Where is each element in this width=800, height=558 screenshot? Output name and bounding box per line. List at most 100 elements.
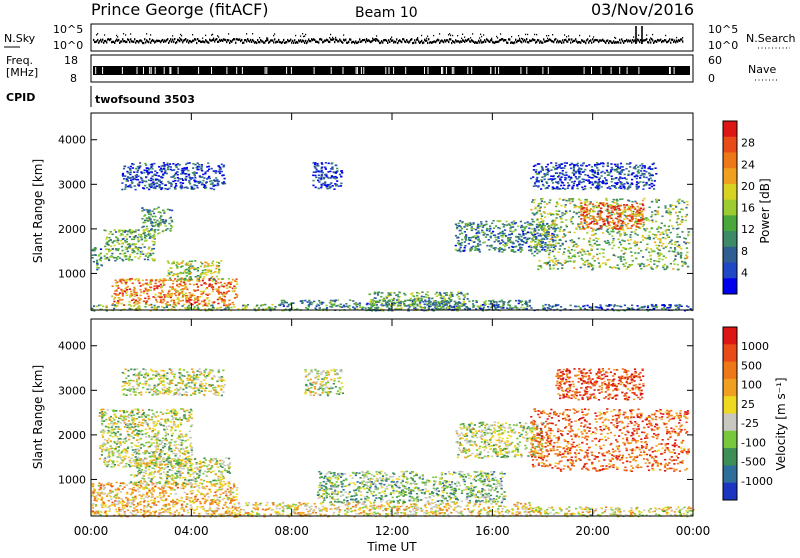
power-cell [176, 166, 178, 168]
power-cell [321, 168, 323, 170]
power-cell [164, 164, 166, 166]
nsky-point [243, 42, 244, 44]
power-cell [261, 304, 263, 306]
power-cell [596, 223, 598, 225]
power-cell [680, 252, 682, 254]
power-cell [232, 291, 234, 293]
power-cell [198, 164, 200, 166]
power-cell [522, 231, 524, 233]
power-cell [582, 226, 584, 228]
power-cell [641, 163, 643, 165]
power-cell [180, 278, 182, 280]
power-cell [662, 243, 664, 245]
power-cell [208, 300, 210, 302]
power-cell [674, 259, 676, 261]
power-cell [553, 247, 555, 249]
power-cell [541, 249, 543, 251]
power-cell [215, 268, 217, 270]
power-cell [188, 297, 190, 299]
power-cell [504, 249, 506, 251]
power-cell [651, 304, 653, 306]
power-cell [560, 306, 562, 308]
power-cell [655, 173, 657, 175]
power-cell [206, 262, 208, 264]
power-cell [161, 183, 163, 185]
power-cell [543, 230, 545, 232]
power-cell [615, 228, 617, 230]
power-cell [540, 198, 542, 200]
power-cell [674, 247, 676, 249]
power-cell [370, 307, 372, 309]
power-cell [602, 252, 604, 254]
power-cell [544, 207, 546, 209]
power-cell [534, 199, 536, 201]
power-cell [588, 240, 590, 242]
power-cell [339, 306, 341, 308]
nsky-point [615, 38, 616, 39]
power-cell [130, 291, 132, 293]
power-cell [475, 237, 477, 239]
freq-gap [151, 67, 152, 74]
power-cell [180, 185, 182, 187]
power-cell [459, 233, 461, 235]
power-cell [554, 240, 556, 242]
power-cell [117, 256, 119, 258]
power-cell [422, 301, 424, 303]
power-cell [155, 280, 157, 282]
power-cell [200, 275, 202, 277]
nsky-point [144, 38, 145, 40]
power-cell [220, 168, 222, 170]
power-cell [537, 269, 539, 271]
power-cell [557, 260, 559, 262]
power-cell [596, 221, 598, 223]
power-cell [544, 225, 546, 227]
power-cell [117, 303, 119, 305]
power-cell [153, 289, 155, 291]
power-cell [586, 232, 588, 234]
power-cell [483, 234, 485, 236]
power-cell [247, 304, 249, 306]
power-cell [617, 221, 619, 223]
power-cell [518, 303, 520, 305]
power-cell [571, 239, 573, 241]
power-cell [170, 186, 172, 188]
power-cell [451, 306, 453, 308]
power-cell [193, 284, 195, 286]
power-cell [528, 250, 530, 252]
power-cell [374, 307, 376, 309]
power-cell [579, 200, 581, 202]
power-cell [178, 303, 180, 305]
power-cell [481, 231, 483, 233]
power-cell [515, 229, 517, 231]
power-cell [219, 307, 221, 309]
power-cell [520, 302, 522, 304]
power-cell [531, 241, 533, 243]
power-cell [457, 291, 459, 293]
power-cell [201, 170, 203, 172]
power-cell [316, 305, 318, 307]
power-cell [321, 162, 323, 164]
power-cell [151, 210, 153, 212]
power-cell [666, 234, 668, 236]
power-cell [659, 241, 661, 243]
power-cell [485, 300, 487, 302]
power-cell [553, 234, 555, 236]
power-cell [630, 251, 632, 253]
power-cell [541, 241, 543, 243]
power-cell [167, 301, 169, 303]
power-cell [589, 211, 591, 213]
power-cell [398, 300, 400, 302]
power-cell [551, 236, 553, 238]
power-cell [194, 306, 196, 308]
nsky-tick-top: 10^5 [53, 23, 83, 36]
power-cell [589, 215, 591, 217]
power-cell [183, 170, 185, 172]
power-cell [498, 221, 500, 223]
power-cell [207, 170, 209, 172]
power-cell [627, 307, 629, 309]
power-cell [221, 171, 223, 173]
nave-tick-top: 60 [708, 54, 722, 67]
power-cell [597, 258, 599, 260]
power-cell [504, 229, 506, 231]
power-cell [214, 279, 216, 281]
